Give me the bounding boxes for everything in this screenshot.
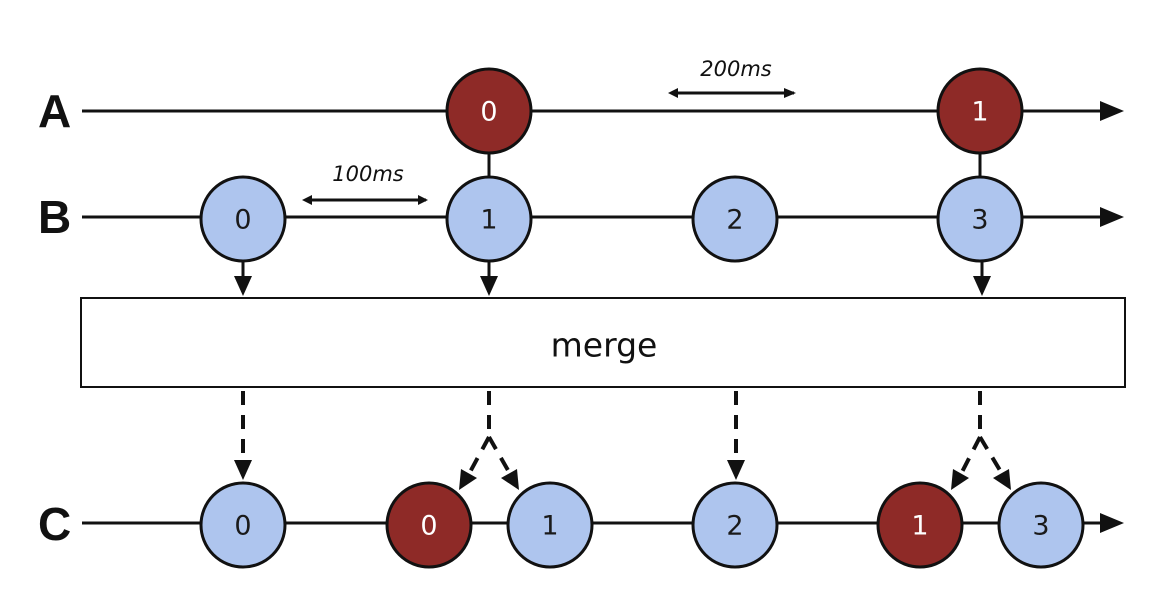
marble-c2: 1 <box>506 481 594 569</box>
operator-box: merge <box>80 297 1126 388</box>
interval-a: 200ms <box>668 57 796 98</box>
marble-b1: 1 <box>445 175 533 263</box>
marble-a1-value: 1 <box>971 97 988 128</box>
marble-b0-value: 0 <box>234 205 251 236</box>
input-arrow-b0 <box>234 258 252 296</box>
stream-b-label: B <box>38 191 71 243</box>
marble-c5-value: 3 <box>1032 511 1049 542</box>
output-arrow-c0 <box>234 391 252 480</box>
timeline-a <box>82 101 1124 121</box>
input-arrow-b1 <box>480 258 498 296</box>
marble-c3-value: 2 <box>726 511 743 542</box>
input-arrow-b3 <box>973 258 991 296</box>
marble-a1: 1 <box>936 67 1024 155</box>
interval-a-label: 200ms <box>700 57 772 81</box>
interval-b: 100ms <box>302 162 428 205</box>
marble-c1-value: 0 <box>420 511 437 542</box>
stream-a-label: A <box>38 85 71 137</box>
marble-b3: 3 <box>936 175 1024 263</box>
marble-b2: 2 <box>691 175 779 263</box>
marble-b0: 0 <box>199 175 287 263</box>
marble-c0: 0 <box>199 481 287 569</box>
stream-c-label: C <box>38 498 71 550</box>
timeline-c-arrowhead <box>1100 513 1124 533</box>
timeline-a-arrowhead <box>1100 101 1124 121</box>
marble-b2-value: 2 <box>726 205 743 236</box>
interval-b-label: 100ms <box>332 162 404 186</box>
output-split-arrow-2 <box>951 391 1011 490</box>
timeline-b-arrowhead <box>1100 207 1124 227</box>
marble-a0: 0 <box>445 67 533 155</box>
marble-a0-value: 0 <box>480 97 497 128</box>
output-split-arrow-1 <box>459 391 519 490</box>
marble-c4: 1 <box>876 481 964 569</box>
operator-label: merge <box>551 326 658 365</box>
output-arrow-c2 <box>727 391 745 480</box>
marble-b3-value: 3 <box>971 205 988 236</box>
marble-c3: 2 <box>691 481 779 569</box>
marble-c5: 3 <box>997 481 1085 569</box>
marble-c2-value: 1 <box>541 511 558 542</box>
marble-c1: 0 <box>385 481 473 569</box>
marble-c0-value: 0 <box>234 511 251 542</box>
marble-b1-value: 1 <box>480 205 497 236</box>
marble-c4-value: 1 <box>911 511 928 542</box>
